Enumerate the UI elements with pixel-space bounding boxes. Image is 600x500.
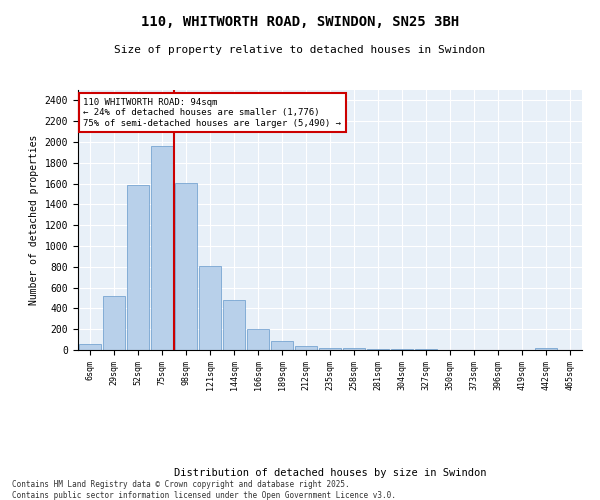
Bar [79,344,101,350]
Bar [127,184,149,350]
Bar [223,300,245,350]
Bar [247,329,269,350]
Bar [151,146,173,350]
Text: 110 WHITWORTH ROAD: 94sqm
← 24% of detached houses are smaller (1,776)
75% of se: 110 WHITWORTH ROAD: 94sqm ← 24% of detac… [83,98,341,128]
Bar [319,348,341,350]
Bar [343,348,365,350]
Y-axis label: Number of detached properties: Number of detached properties [29,135,39,305]
Bar [199,266,221,350]
Text: Contains HM Land Registry data © Crown copyright and database right 2025.
Contai: Contains HM Land Registry data © Crown c… [12,480,396,500]
Bar [535,348,557,350]
Bar [175,182,197,350]
Bar [103,296,125,350]
Bar [295,346,317,350]
Text: Size of property relative to detached houses in Swindon: Size of property relative to detached ho… [115,45,485,55]
Bar [271,340,293,350]
Text: Distribution of detached houses by size in Swindon: Distribution of detached houses by size … [174,468,486,477]
Text: 110, WHITWORTH ROAD, SWINDON, SN25 3BH: 110, WHITWORTH ROAD, SWINDON, SN25 3BH [141,15,459,29]
